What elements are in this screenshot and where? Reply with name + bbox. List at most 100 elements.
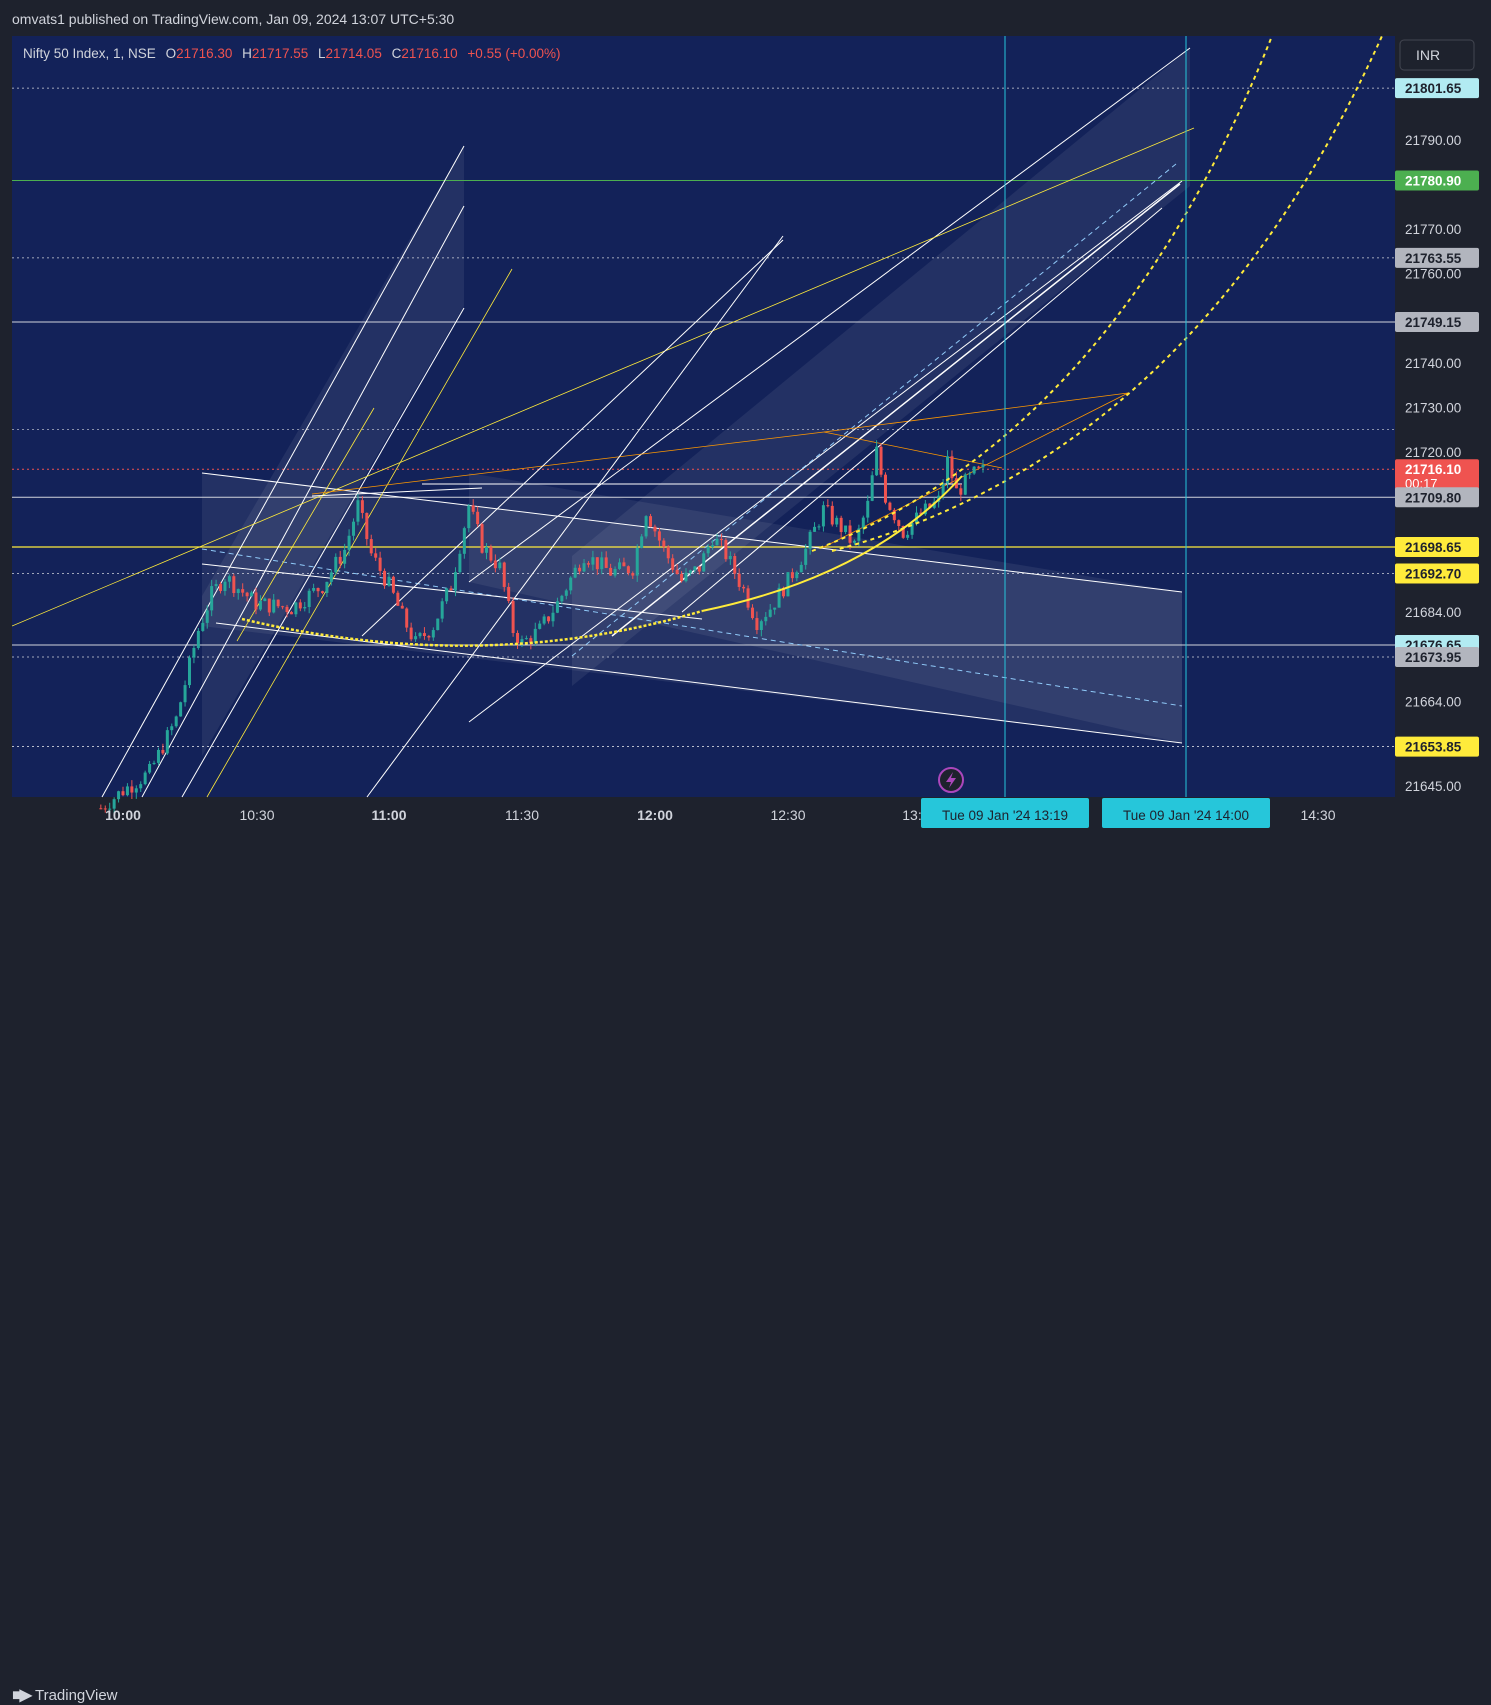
candle-body: [445, 588, 449, 602]
candle-body: [560, 595, 564, 602]
candle-body: [383, 570, 387, 586]
candle-body: [312, 588, 316, 591]
candle-body: [272, 599, 276, 613]
candle-body: [928, 503, 932, 508]
price-label-value: 21698.65: [1405, 540, 1462, 555]
trend-line: [468, 180, 1183, 723]
candle-body: [906, 534, 910, 538]
x-tick-label: 11:30: [505, 807, 539, 823]
legend-symbol: Nifty 50 Index, 1, NSE: [23, 46, 156, 61]
price-label-value: 21801.65: [1405, 81, 1462, 96]
price-label-value: 21653.85: [1405, 740, 1462, 755]
publisher-bar: omvats1 published on TradingView.com, Ja…: [0, 0, 1491, 36]
x-tick-label: 10:00: [105, 807, 141, 823]
x-tick-labels: 10:00 10:30 11:00 11:30 12:00 12:30 13: 14:30: [105, 807, 1336, 823]
candle-body: [294, 602, 298, 615]
legend: Nifty 50 Index, 1, NSE O21716.30 H21717.…: [23, 46, 561, 61]
candle-body: [711, 545, 715, 547]
candle-body: [782, 587, 786, 597]
candle-body: [236, 589, 240, 594]
candle-body: [578, 567, 582, 572]
candle-body: [861, 517, 865, 529]
candle-body: [108, 808, 112, 810]
trend-line: [215, 622, 1183, 744]
time-marker-label: Tue 09 Jan '24 14:00: [1123, 808, 1249, 823]
y-tick-label: 21664.00: [1405, 694, 1461, 709]
candle-body: [125, 786, 129, 796]
tradingview-logo[interactable]: ■▶ TradingView: [12, 1685, 118, 1705]
candle-body: [165, 730, 169, 754]
candle-body: [644, 516, 648, 537]
trend-line: [823, 431, 1003, 469]
price-label-box: [1395, 247, 1479, 268]
candle-body: [582, 563, 586, 572]
legend-l-value: 21714.05: [326, 46, 382, 61]
legend-o-value: 21716.30: [176, 46, 232, 61]
parabola-curve: [831, 35, 1383, 552]
y-tick-label: 21790.00: [1405, 133, 1461, 148]
candle-body: [591, 557, 595, 565]
candle-body: [963, 474, 967, 495]
candle-body: [879, 446, 883, 475]
candles: [99, 440, 985, 814]
channel-zone: [202, 473, 1182, 743]
currency-button[interactable]: INR: [1399, 39, 1475, 71]
candle-body: [485, 546, 489, 553]
price-label-value: 21763.55: [1405, 251, 1462, 266]
plot-area[interactable]: [12, 36, 1395, 797]
price-chart[interactable]: 21790.00 21770.00 21760.00 21740.00 21730.00…: [11, 35, 1479, 831]
price-label-value: 21692.70: [1405, 566, 1461, 581]
flash-icon[interactable]: [938, 767, 964, 793]
candle-body: [422, 633, 426, 637]
candle-body: [529, 638, 533, 644]
candle-body: [516, 632, 520, 644]
candle-body: [254, 592, 258, 610]
candle-body: [214, 584, 218, 587]
candle-body: [977, 466, 981, 468]
candle-body: [839, 517, 843, 533]
price-label-box: [1395, 736, 1479, 757]
candle-body: [449, 588, 453, 591]
y-tick-label: 21740.00: [1405, 356, 1461, 371]
candle-body: [870, 475, 874, 501]
candle-body: [219, 584, 223, 592]
candle-body: [813, 526, 817, 532]
candle-body: [786, 572, 790, 597]
candle-body: [901, 525, 905, 538]
x-tick-label: 10:30: [239, 807, 274, 823]
price-label-value: 21709.80: [1405, 490, 1461, 505]
candle-body: [626, 566, 630, 574]
candle-body: [733, 556, 737, 574]
candle-body: [715, 538, 719, 546]
candle-body: [334, 556, 338, 573]
price-label-box: [1395, 536, 1479, 557]
candle-body: [680, 573, 684, 582]
candle-body: [409, 627, 413, 640]
trend-line: [101, 145, 465, 798]
candle-body: [719, 538, 723, 541]
candle-body: [462, 528, 466, 554]
candle-body: [103, 808, 107, 810]
candle-body: [759, 621, 763, 631]
candle-body: [542, 616, 546, 624]
candle-body: [121, 791, 125, 796]
candle-body: [187, 657, 191, 686]
channel-zone: [202, 146, 464, 756]
price-axis[interactable]: [1395, 36, 1479, 831]
candle-body: [777, 587, 781, 608]
candle-body: [210, 586, 214, 611]
candle-body: [201, 622, 205, 631]
channel-zone: [469, 473, 1182, 743]
candle-body: [604, 557, 608, 568]
candle-body: [414, 636, 418, 640]
chart-container[interactable]: 21790.00 21770.00 21760.00 21740.00 21730.00…: [11, 35, 1479, 831]
candle-body: [232, 576, 236, 594]
candle-body: [555, 601, 559, 613]
candle-body: [790, 572, 794, 579]
price-label-value: 21780.90: [1405, 174, 1461, 189]
candle-body: [325, 581, 329, 593]
candle-body: [875, 446, 879, 476]
candle-body: [307, 590, 311, 608]
parabola-curve: [241, 609, 703, 647]
candle-body: [453, 572, 457, 591]
